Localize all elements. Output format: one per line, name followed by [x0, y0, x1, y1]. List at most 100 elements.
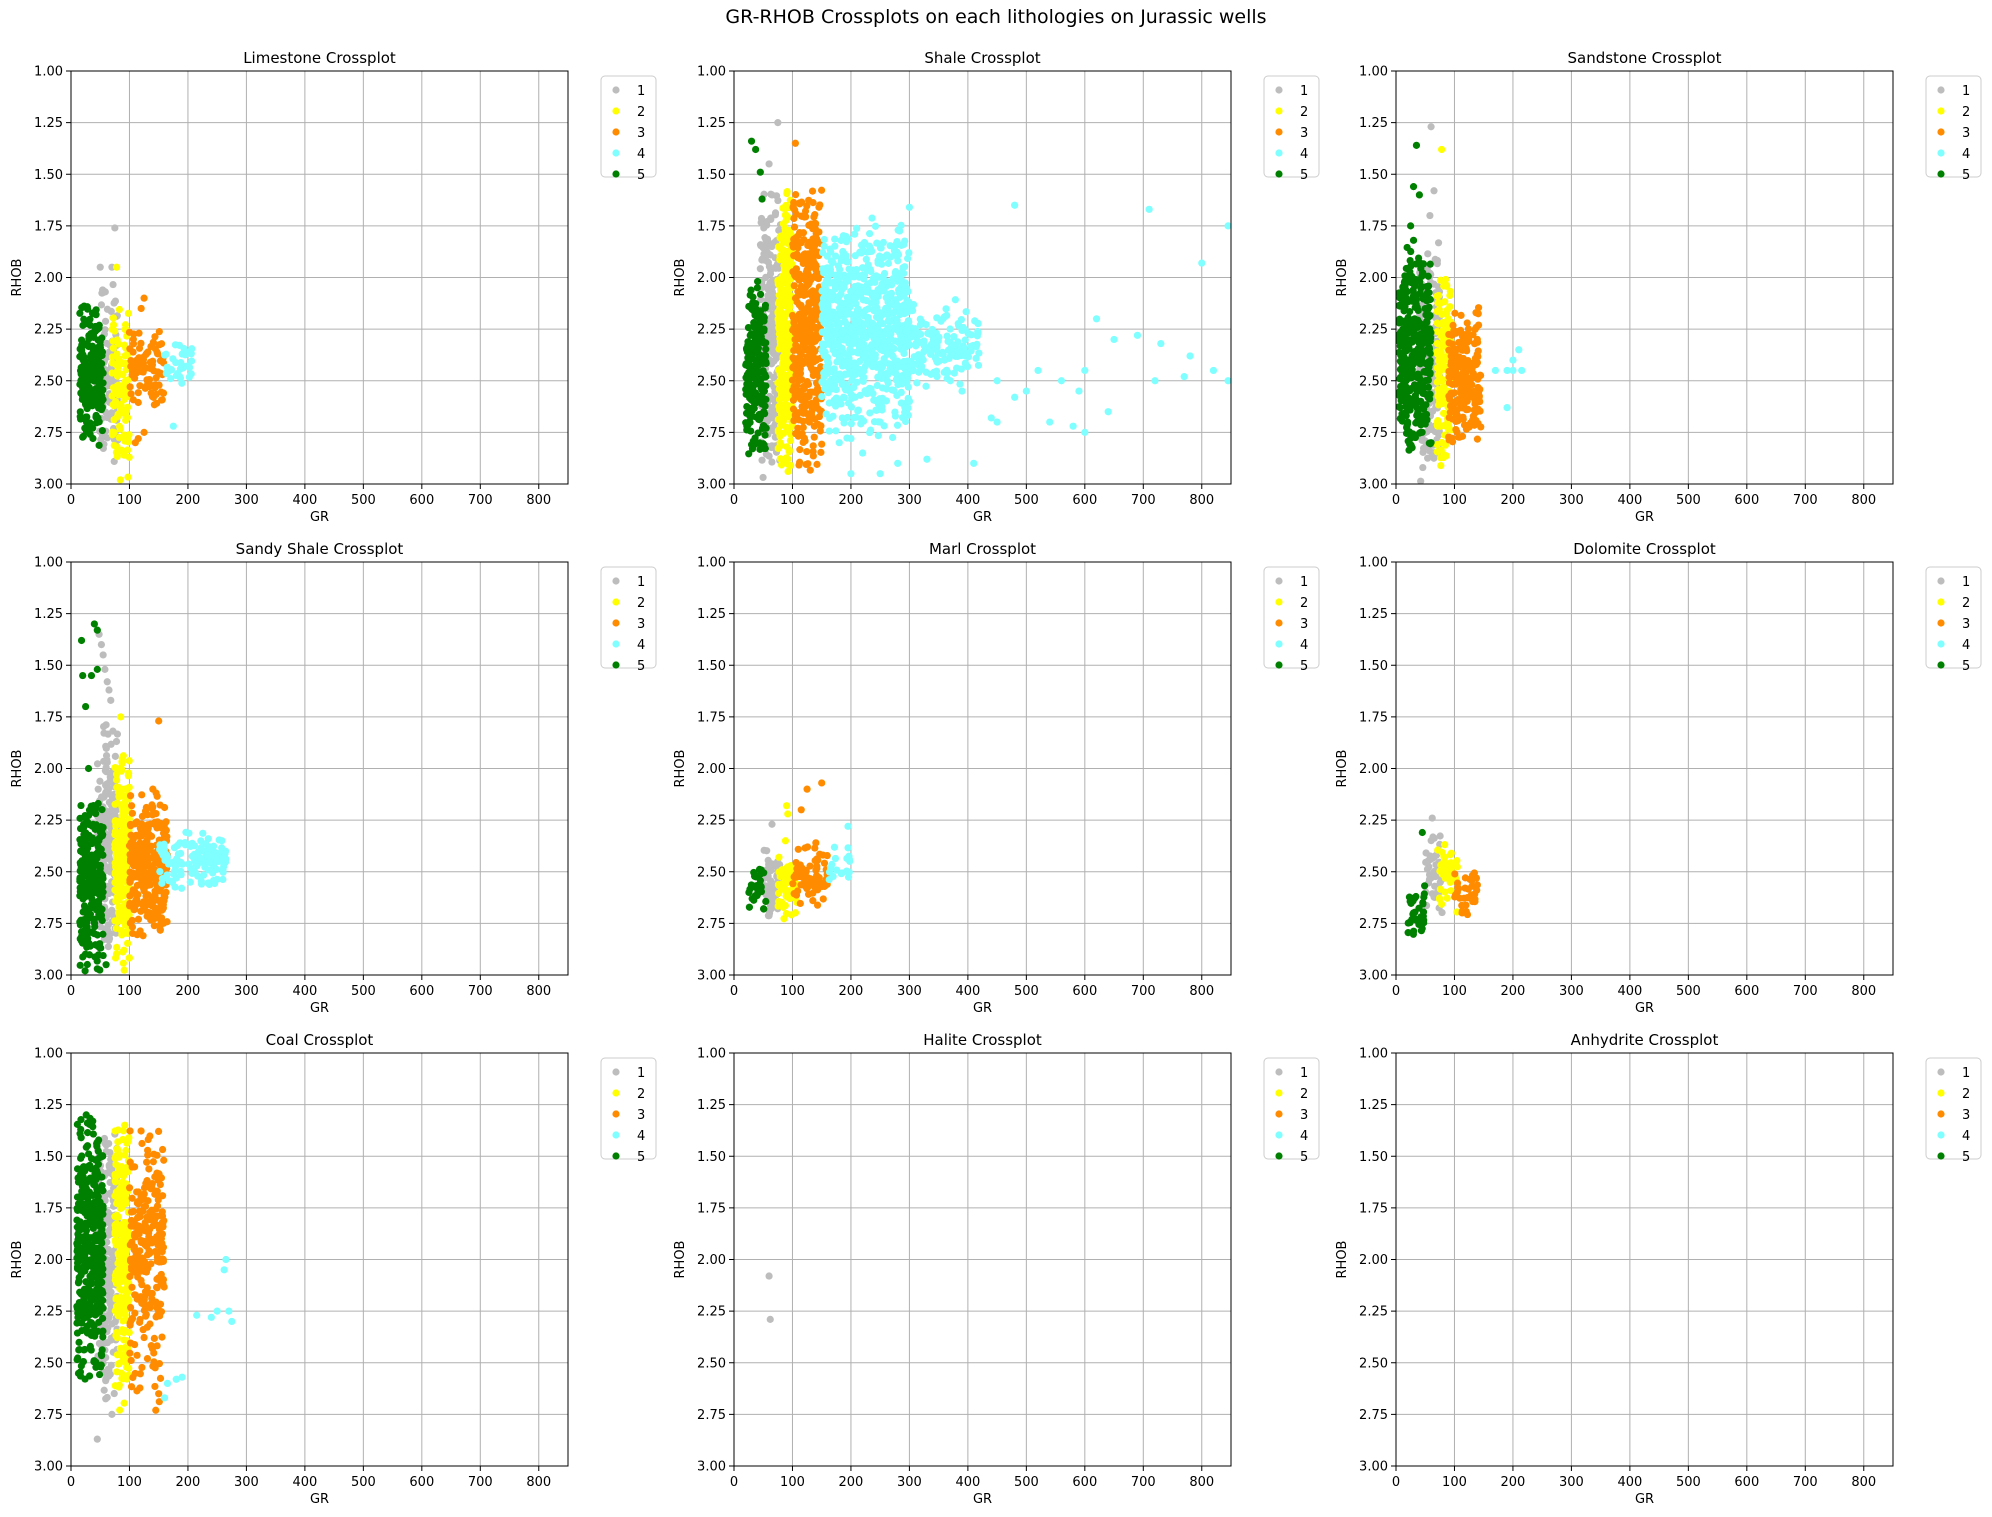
point-series-5 — [1412, 276, 1421, 284]
point-series-2 — [1433, 339, 1441, 348]
point-series-4 — [837, 256, 845, 265]
point-series-4 — [825, 378, 834, 386]
point-series-5 — [98, 403, 106, 411]
legend-marker-1 — [612, 86, 620, 94]
point-series-3 — [802, 409, 810, 418]
point-series-3 — [797, 282, 805, 290]
point-series-4 — [920, 341, 928, 349]
point-series-2 — [1441, 355, 1449, 364]
point-series-4 — [158, 875, 167, 883]
point-series-1 — [1426, 425, 1434, 433]
point-series-2 — [780, 291, 788, 299]
point-series-1 — [99, 289, 107, 297]
point-series-5 — [742, 385, 750, 393]
y-tick-label: 3.00 — [34, 478, 63, 493]
x-axis-label: GR — [310, 510, 329, 525]
point-series-2 — [781, 348, 789, 356]
y-tick-label: 2.75 — [1359, 426, 1388, 441]
point-series-5 — [756, 290, 765, 298]
legend-label-5: 5 — [1300, 168, 1308, 183]
point-series-4 — [895, 362, 903, 370]
point-series-4 — [857, 420, 865, 428]
point-series-4 — [883, 310, 891, 318]
legend-label-4: 4 — [1300, 147, 1308, 162]
point-series-5 — [1424, 272, 1432, 280]
point-series-4 — [862, 255, 870, 263]
point-series-4 — [185, 373, 193, 381]
point-series-5 — [760, 387, 768, 395]
point-series-5 — [76, 961, 84, 969]
point-series-2 — [111, 878, 119, 887]
point-series-5 — [762, 382, 770, 390]
point-series-4 — [1104, 408, 1112, 416]
point-series-4 — [957, 316, 966, 324]
point-series-2 — [116, 476, 124, 484]
point-series-5 — [1402, 429, 1411, 437]
point-series-5 — [752, 330, 760, 338]
point-series-4 — [177, 358, 185, 367]
point-series-4 — [874, 432, 882, 440]
point-series-2 — [117, 713, 125, 721]
point-series-3 — [136, 824, 144, 832]
point-series-3 — [801, 250, 809, 258]
point-series-3 — [149, 357, 157, 365]
point-series-4 — [905, 397, 914, 405]
legend-label-2: 2 — [637, 105, 645, 120]
point-series-2 — [774, 243, 783, 251]
point-series-4 — [200, 871, 208, 879]
point-series-2 — [124, 910, 132, 918]
point-series-3 — [154, 368, 162, 376]
point-series-3 — [794, 288, 802, 296]
point-series-5 — [751, 390, 759, 398]
legend-marker-4 — [1275, 149, 1283, 157]
point-series-4 — [204, 866, 213, 874]
point-series-3 — [813, 384, 822, 393]
point-series-3 — [1455, 339, 1463, 347]
point-series-3 — [1476, 407, 1484, 415]
point-series-2 — [774, 379, 782, 387]
point-series-1 — [111, 752, 119, 760]
point-series-3 — [143, 836, 151, 844]
point-series-4 — [865, 344, 874, 352]
legend-label-2: 2 — [1962, 105, 1970, 120]
point-series-4 — [916, 315, 924, 323]
point-series-1 — [102, 763, 110, 771]
point-series-5 — [762, 395, 770, 404]
point-series-4 — [824, 364, 832, 372]
point-series-4 — [1515, 346, 1523, 354]
point-series-4 — [837, 336, 845, 344]
point-series-5 — [1422, 410, 1431, 419]
point-series-4 — [880, 287, 888, 295]
point-series-4 — [835, 439, 843, 447]
point-series-4 — [993, 418, 1001, 426]
point-series-4 — [897, 388, 905, 397]
point-series-5 — [1426, 356, 1434, 365]
point-series-4 — [872, 272, 880, 280]
subplot-title: Sandstone Crossplot — [1568, 49, 1722, 67]
point-series-5 — [762, 345, 770, 353]
point-series-2 — [1437, 461, 1445, 470]
point-series-4 — [831, 252, 840, 260]
point-series-2 — [118, 754, 126, 762]
point-series-2 — [112, 387, 120, 395]
point-series-1 — [111, 297, 120, 305]
point-series-5 — [1422, 311, 1430, 319]
point-series-2 — [120, 406, 129, 415]
point-series-4 — [181, 838, 189, 847]
point-series-2 — [124, 473, 132, 481]
point-series-5 — [1419, 260, 1428, 268]
x-tick-label: 500 — [351, 493, 376, 508]
point-series-4 — [860, 271, 869, 279]
point-series-1 — [768, 191, 776, 199]
point-series-4 — [1057, 377, 1066, 385]
point-series-3 — [1459, 343, 1467, 351]
point-series-4 — [967, 331, 975, 339]
legend-box — [1925, 75, 1982, 178]
point-series-4 — [878, 403, 886, 411]
point-series-2 — [784, 412, 793, 421]
point-series-4 — [946, 325, 954, 333]
y-tick-label: 1.25 — [697, 116, 726, 131]
point-series-1 — [766, 270, 775, 278]
point-series-5 — [759, 367, 767, 375]
point-series-2 — [787, 461, 795, 470]
